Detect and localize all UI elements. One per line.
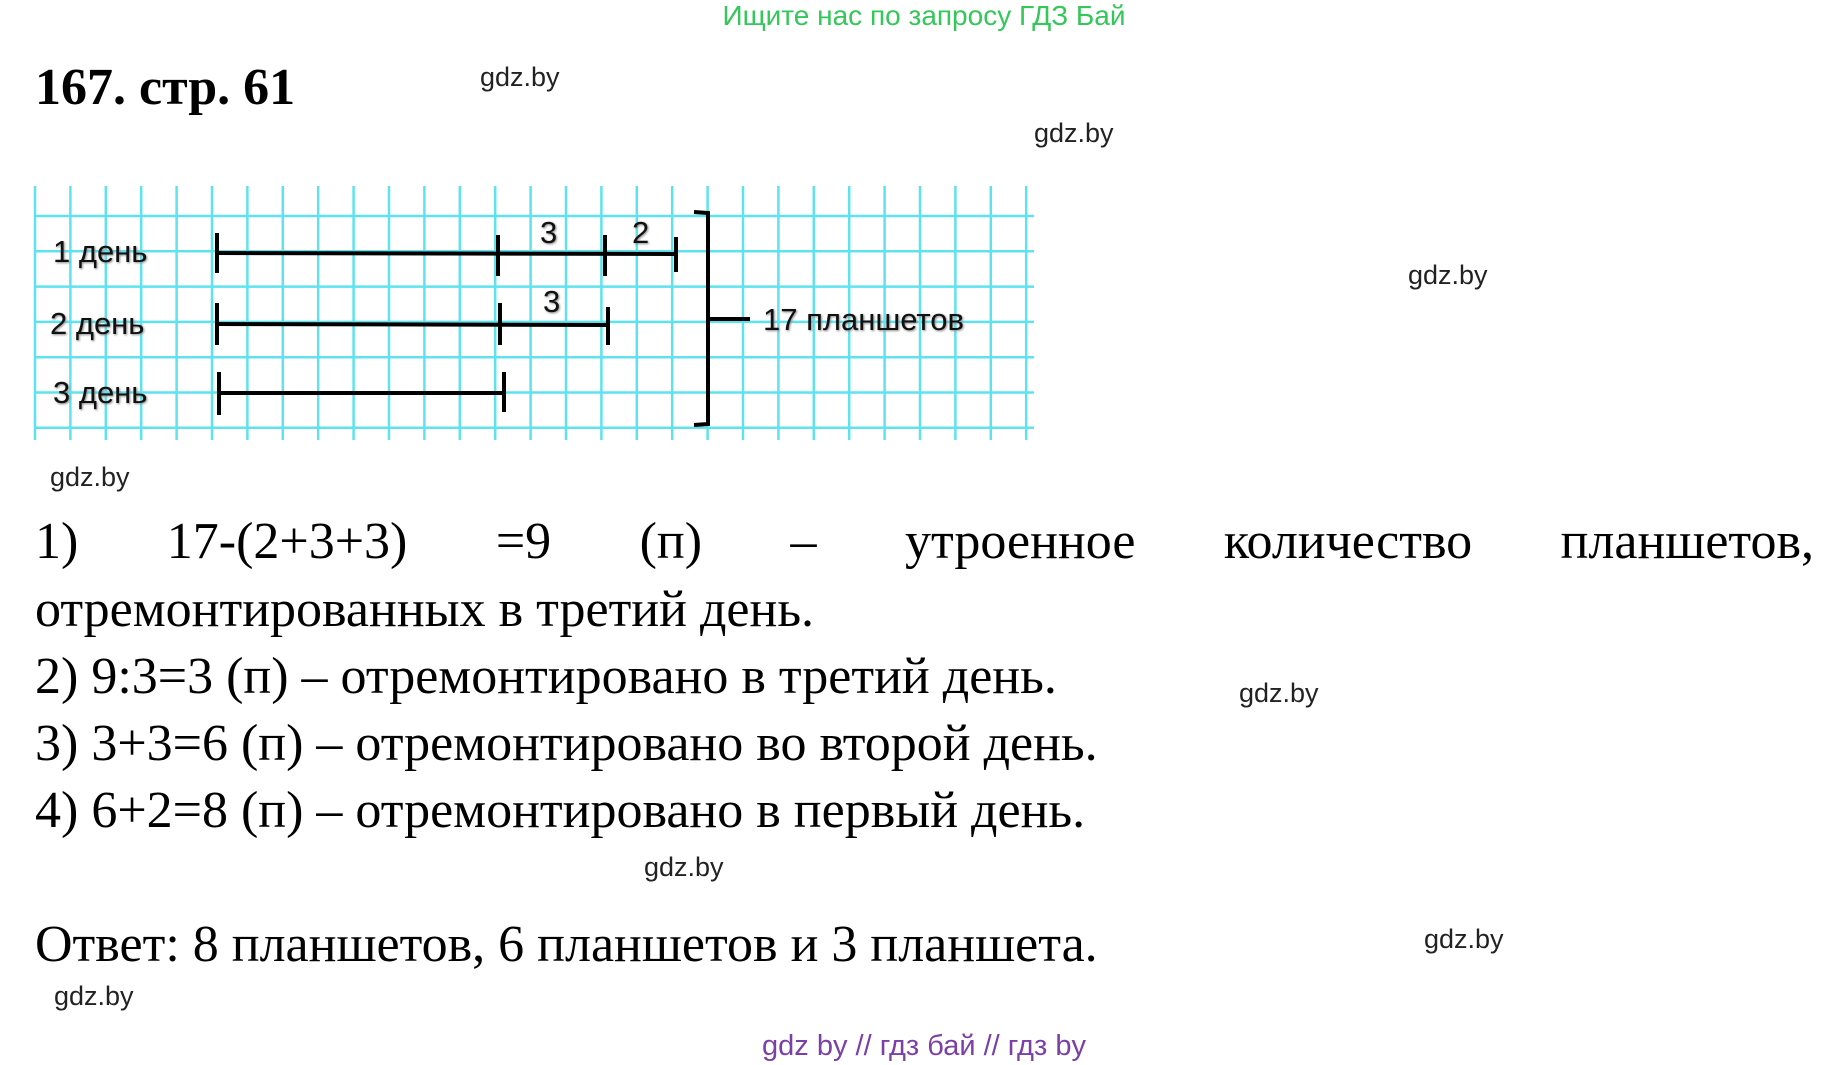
solution-step-4: 4) 6+2=8 (п) – отремонтировано в первый … <box>35 782 1086 839</box>
solution-step-3: 3) 3+3=6 (п) – отремонтировано во второй… <box>35 715 1098 772</box>
segment-label: 3 <box>540 215 557 250</box>
search-hint: Ищите нас по запросу ГДЗ Бай <box>722 0 1126 31</box>
segment-label: 2 <box>632 215 649 250</box>
row-label: 2 день <box>50 306 144 341</box>
segments <box>215 210 750 427</box>
watermark: gdz.by <box>480 62 560 92</box>
solution-step-2: 2) 9:3=3 (п) – отремонтировано в третий … <box>35 648 1057 705</box>
row-label: 1 день <box>53 234 147 269</box>
watermark: gdz.by <box>1424 924 1504 954</box>
page-title: 167. стр. 61 <box>35 59 296 116</box>
watermark: gdz.by <box>54 981 134 1011</box>
answer: Ответ: 8 планшетов, 6 планшетов и 3 план… <box>35 916 1098 973</box>
segment-label: 3 <box>543 284 560 319</box>
watermark: gdz.by <box>1239 678 1319 708</box>
total-label: 17 планшетов <box>763 302 964 337</box>
watermark: gdz.by <box>1408 260 1488 290</box>
watermark: gdz.by <box>644 852 724 882</box>
grid-paper <box>33 186 1034 440</box>
solution-step-1: 1) 17-(2+3+3) =9 (п) – утроенное количес… <box>35 513 1814 570</box>
row-label: 3 день <box>53 375 147 410</box>
watermark: gdz.by <box>1034 118 1114 148</box>
watermark: gdz.by <box>50 462 130 492</box>
solution-step-1-cont: отремонтированных в третий день. <box>35 581 815 638</box>
day2-segment <box>216 322 609 327</box>
day1-segment <box>216 251 677 256</box>
footer-links: gdz by // гдз бай // гдз by <box>762 1030 1086 1062</box>
